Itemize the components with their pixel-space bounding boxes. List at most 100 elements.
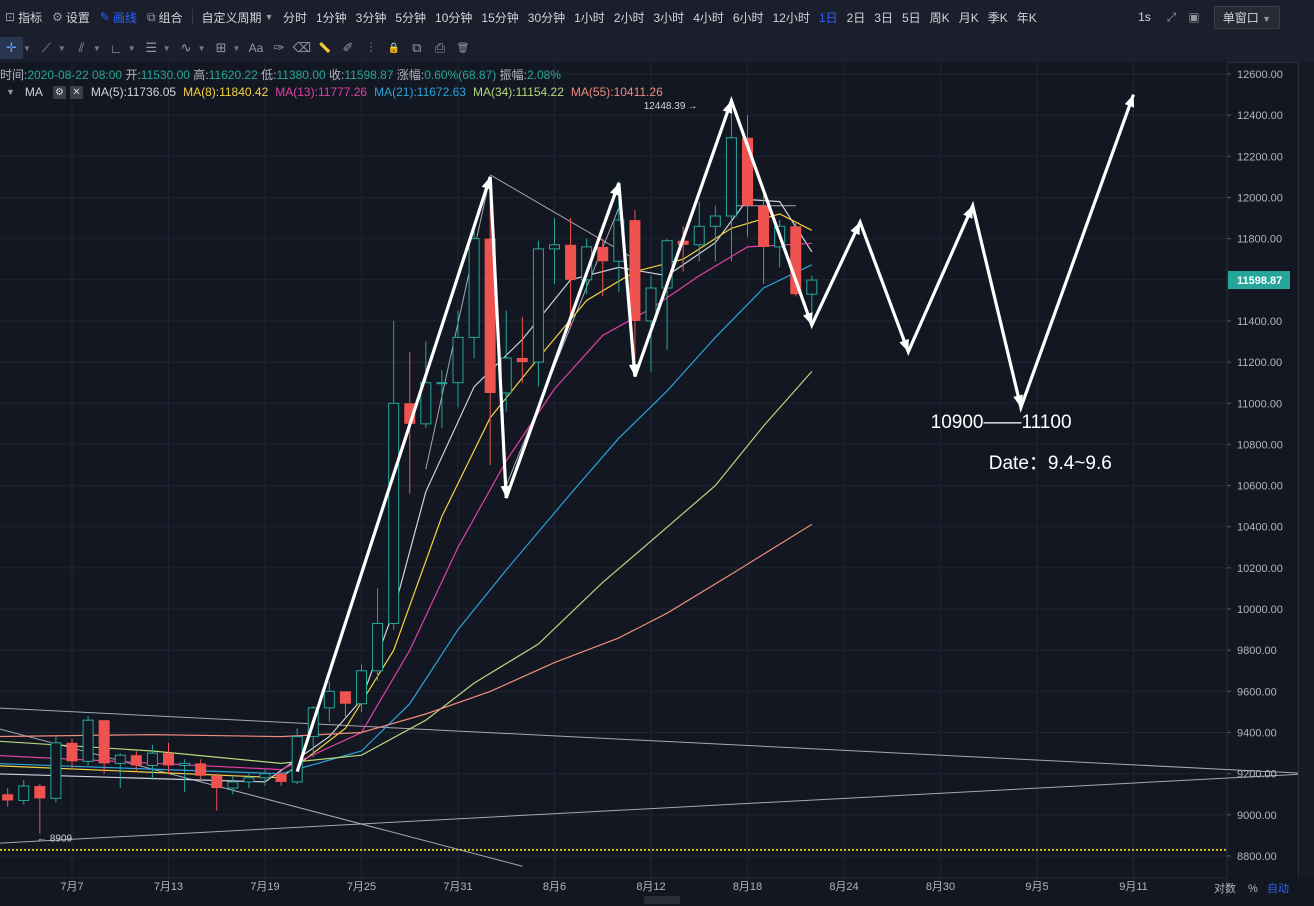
arrowhead (963, 205, 973, 219)
y-tick-label: 9800.00 (1237, 645, 1277, 657)
log-scale-toggle[interactable]: 对数 (1214, 881, 1236, 895)
ruler-icon[interactable]: 📏 (318, 42, 332, 54)
drawing-button[interactable]: ✎ 画线 (95, 9, 142, 26)
chart-annotation: Date：9.4~9.6 (989, 453, 1112, 474)
auto-scale-toggle[interactable]: 自动 (1267, 882, 1289, 895)
ma-line-ma13 (0, 242, 812, 771)
candle-body (227, 781, 239, 789)
screenshot-icon[interactable]: ⎙ (434, 40, 446, 55)
low-value: 11380.00 (276, 68, 326, 82)
period-tab[interactable]: 15分钟 (481, 10, 519, 25)
candle-body (372, 622, 384, 672)
brush-icon[interactable]: ✑ (273, 40, 285, 55)
arrowhead (899, 338, 909, 352)
chevron-down-icon[interactable]: ▼ (232, 43, 241, 53)
period-tab[interactable]: 5日 (901, 10, 921, 25)
y-tick-label: 12000.00 (1237, 192, 1283, 204)
collapse-icon[interactable]: ▼ (6, 87, 15, 97)
period-tab[interactable]: 30分钟 (527, 10, 566, 25)
amplitude-label: 振幅: (499, 68, 527, 82)
period-tab[interactable]: 3分钟 (355, 10, 387, 25)
period-tab[interactable]: 3日 (874, 10, 893, 25)
y-tick-label: 10200.00 (1237, 563, 1283, 575)
horizontal-lines-icon[interactable]: ☰ (145, 40, 158, 55)
ma-value: MA(34):11154.22 (472, 85, 564, 99)
candle-body (516, 357, 528, 363)
candle-body (420, 382, 432, 425)
group-button[interactable]: ⧉ 组合 (142, 9, 188, 26)
candle-body (484, 238, 496, 393)
custom-period-label: 自定义周期 (201, 10, 262, 25)
copy-icon[interactable]: ⧉ (412, 40, 422, 55)
pattern-icon[interactable]: ⫶ (369, 40, 373, 55)
period-tab[interactable]: 5分钟 (395, 10, 427, 25)
period-tab[interactable]: 1日 (818, 10, 838, 25)
candle-body (66, 742, 78, 762)
chevron-down-icon[interactable]: ▼ (127, 43, 136, 53)
chevron-down-icon[interactable]: ▼ (197, 43, 206, 53)
crosshair-icon[interactable]: ✛ (0, 37, 23, 59)
measure-icon[interactable]: ⊞ (215, 40, 227, 55)
chevron-down-icon[interactable]: ▼ (92, 43, 101, 53)
low-marker-label: 8909 (50, 834, 73, 845)
period-tab[interactable]: 3小时 (653, 10, 685, 25)
snapshot-icon[interactable]: ▣ (1188, 10, 1200, 24)
period-tab[interactable]: 1小时 (574, 10, 605, 25)
trendline-icon[interactable]: ⟋ (41, 40, 51, 55)
period-tab[interactable]: 季K (987, 10, 1008, 25)
candle-body (259, 773, 271, 779)
eraser-icon[interactable]: ⌫ (292, 40, 312, 55)
high-marker-label: 12448.39 (644, 101, 686, 112)
fullscreen-icon[interactable]: ⤢ (1166, 9, 1177, 24)
refresh-interval[interactable]: 1s (1138, 10, 1151, 24)
high-marker-arrow: → (687, 101, 697, 112)
settings-button[interactable]: ⚙ 设置 (47, 9, 95, 26)
indicators-button[interactable]: ⊡ 指标 (0, 9, 47, 26)
period-tab[interactable]: 年K (1016, 10, 1037, 25)
chart-annotation: 10900——11100 (931, 412, 1072, 433)
x-tick-label: 7月7 (60, 881, 83, 893)
layout-dropdown[interactable]: 单窗口 ▼ (1213, 5, 1280, 29)
period-tab[interactable]: 分时 (282, 10, 307, 25)
text-icon[interactable]: Aa (248, 41, 264, 55)
period-tab[interactable]: 4小时 (693, 10, 724, 25)
period-tab[interactable]: 周K (929, 10, 950, 25)
y-tick-label: 10600.00 (1237, 481, 1283, 493)
period-tab[interactable]: 6小时 (732, 10, 764, 25)
candle-body (806, 279, 818, 295)
period-tab[interactable]: 2日 (846, 10, 866, 25)
candle-body (211, 775, 223, 789)
x-tick-label: 7月25 (347, 881, 376, 893)
candle-body (645, 287, 657, 322)
chevron-down-icon[interactable]: ▼ (23, 43, 31, 53)
lock-icon[interactable]: 🔒 (387, 42, 401, 54)
fib-icon[interactable]: ∿ (180, 40, 192, 55)
chevron-down-icon[interactable]: ▼ (162, 43, 171, 53)
y-tick-label: 10800.00 (1237, 439, 1283, 451)
y-tick-label: 11200.00 (1237, 357, 1282, 369)
layout-label: 单窗口 (1222, 10, 1259, 25)
period-tab[interactable]: 2小时 (613, 10, 645, 25)
ma-settings-icon[interactable]: ⚙ (52, 85, 66, 99)
chevron-down-icon[interactable]: ▼ (57, 43, 66, 53)
candle-body (468, 238, 480, 338)
custom-period-dropdown[interactable]: 自定义周期 ▼ (197, 9, 279, 26)
percent-scale-toggle[interactable]: % (1248, 883, 1258, 895)
scroll-handle[interactable] (644, 896, 680, 904)
price-chart[interactable]: 12600.00 12400.00 12200.00 12000.00 11800.00… (0, 62, 1314, 906)
pencil-icon[interactable]: ✐ (342, 40, 354, 55)
period-tab[interactable]: 10分钟 (435, 10, 473, 25)
candle-body (323, 690, 335, 709)
ma-close-icon[interactable]: ✕ (69, 85, 83, 99)
trash-icon[interactable]: 🗑 (456, 42, 470, 54)
candle-body (629, 220, 641, 321)
period-tab[interactable]: 1分钟 (315, 10, 347, 25)
x-tick-label: 8月18 (733, 881, 762, 893)
chart-indicator-icon: ⊡ (5, 10, 16, 24)
channel-icon[interactable]: ⫽ (78, 40, 85, 55)
candle-body (452, 336, 464, 384)
period-tab[interactable]: 12小时 (772, 10, 810, 25)
arrowhead (500, 485, 511, 498)
period-tab[interactable]: 月K (958, 10, 979, 25)
angle-icon[interactable]: ∟ (109, 40, 123, 56)
